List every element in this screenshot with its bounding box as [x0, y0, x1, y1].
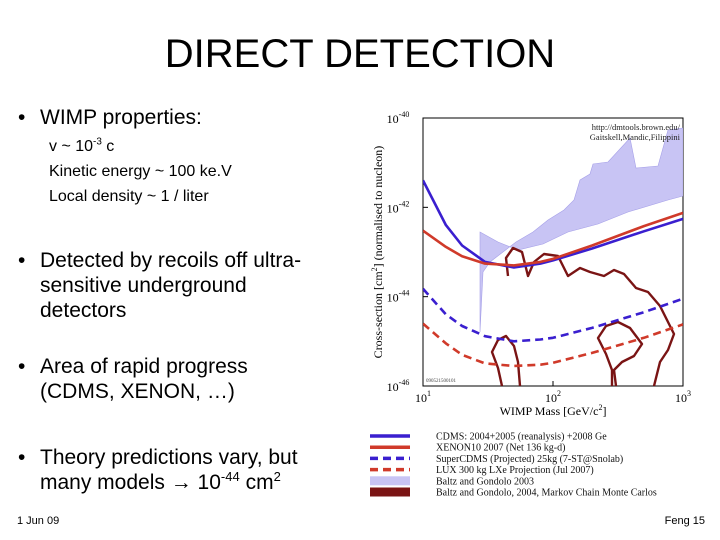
- bullet-line-prediction: many models → 10-44 cm2: [40, 470, 298, 495]
- bullet-text: WIMP properties:: [40, 106, 202, 129]
- arrow-right-icon: →: [170, 471, 192, 494]
- y-axis-label: Cross-section [cm2] (normalised to nucle…: [370, 146, 385, 359]
- series-curve-3: [423, 322, 683, 368]
- bullet-wimp-properties: • WIMP properties:: [18, 105, 202, 130]
- bullet-glyph: •: [18, 355, 26, 378]
- y-tick-label: 10-44: [387, 289, 410, 305]
- legend-swatch: [370, 476, 410, 486]
- subitem-local-density: Local density ~ 1 / liter: [49, 188, 209, 205]
- bullet-glyph: •: [18, 249, 26, 272]
- series-curve-2: [423, 287, 683, 343]
- x-tick-label: 102: [545, 389, 561, 405]
- slide-title: DIRECT DETECTION: [164, 32, 556, 76]
- velocity-text: v ~ 10: [49, 138, 94, 155]
- bullet-line: sensitive underground: [40, 274, 247, 297]
- legend-entry: LUX 300 kg LXe Projection (Jul 2007): [436, 465, 594, 476]
- exclusion-plot: 101 102 103 10-40 10-42 10-44 10-46 WIMP Mass …: [370, 110, 691, 418]
- legend-entry: CDMS: 2004+2005 (reanalysis) +2008 Ge: [436, 432, 607, 443]
- bullet-line: Area of rapid progress: [40, 355, 248, 378]
- legend-entry: SuperCDMS (Projected) 25kg (7-ST@Snolab): [436, 454, 623, 465]
- y-tick-label: 10-46: [387, 378, 410, 394]
- legend-entry: Baltz and Gondolo 2003: [436, 476, 534, 487]
- y-tick-label: 10-40: [387, 110, 410, 126]
- velocity-exponent: -3: [93, 136, 102, 148]
- bullet-glyph: •: [18, 446, 26, 469]
- legend-swatch: [370, 487, 410, 497]
- source-url: http://dmtools.brown.edu/: [592, 122, 681, 132]
- velocity-unit: c: [101, 138, 115, 155]
- footer-page: Feng 15: [664, 515, 705, 527]
- bullet-rapid-progress: • Area of rapid progress (CDMS, XENON, ……: [18, 354, 248, 404]
- footer-date: 1 Jun 09: [17, 515, 60, 527]
- bullet-detected-recoils: • Detected by recoils off ultra- sensiti…: [18, 248, 302, 323]
- x-tick-label: 103: [675, 389, 691, 405]
- theory-region-baltz-gondolo-2003: [479, 127, 683, 333]
- bullet-line: (CDMS, XENON, …): [40, 380, 235, 403]
- plot-id: 090521500101: [426, 379, 457, 384]
- plot-frame: [422, 117, 684, 387]
- bullet-line: detectors: [40, 299, 127, 322]
- prediction-prefix: many models: [40, 471, 171, 494]
- subitem-kinetic-energy: Kinetic energy ~ 100 ke.V: [49, 163, 232, 180]
- subitem-velocity: v ~ 10-3 c: [49, 137, 114, 157]
- chart-legend: CDMS: 2004+2005 (reanalysis) +2008 GeXEN…: [370, 432, 657, 499]
- series-curve-0: [423, 179, 683, 269]
- x-tick-label: 101: [415, 389, 431, 405]
- bullet-glyph: •: [18, 106, 26, 129]
- legend-entry: XENON10 2007 (Net 136 kg-d): [436, 443, 565, 454]
- source-authors: Gaitskell,Mandic,Filippini: [590, 132, 681, 142]
- prediction-value: 10: [191, 471, 221, 494]
- series-layer: [423, 179, 683, 368]
- tick-layer: 101 102 103 10-40 10-42 10-44 10-46: [387, 110, 691, 405]
- prediction-unit: cm: [239, 471, 274, 494]
- prediction-exponent: -44: [220, 469, 240, 484]
- series-curve-1: [423, 211, 683, 267]
- y-tick-label: 10-42: [387, 199, 410, 215]
- legend-entry: Baltz and Gondolo, 2004, Markov Chain Mo…: [436, 488, 657, 499]
- x-axis-label: WIMP Mass [GeV/c2]: [500, 403, 607, 418]
- bullet-line: Theory predictions vary, but: [40, 446, 298, 469]
- bullet-line: Detected by recoils off ultra-: [40, 249, 302, 272]
- bullet-theory-predictions: • Theory predictions vary, but many mode…: [18, 445, 298, 495]
- prediction-unit-exponent: 2: [273, 469, 281, 484]
